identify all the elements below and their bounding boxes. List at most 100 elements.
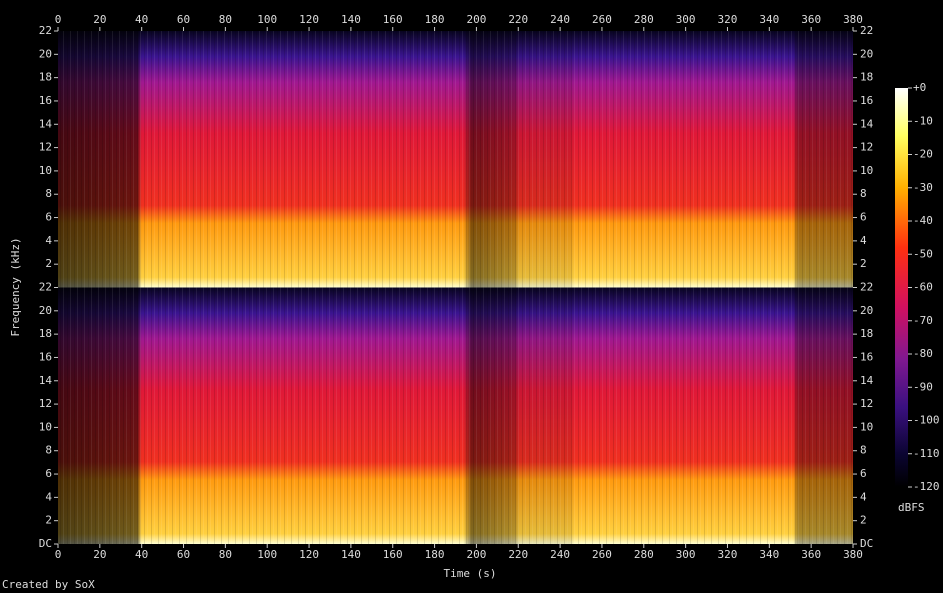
colorbar-tick-label: -60 bbox=[913, 281, 933, 294]
x-tick-label: 340 bbox=[759, 13, 779, 26]
x-tick-label: 240 bbox=[550, 13, 570, 26]
colorbar-tick-label: -100 bbox=[913, 414, 940, 427]
y-tick-label: 2 bbox=[45, 514, 52, 527]
x-tick-label: 300 bbox=[676, 548, 696, 561]
y-tick-label: 8 bbox=[860, 187, 867, 200]
x-tick-label: 40 bbox=[135, 13, 148, 26]
colorbar-label: dBFS bbox=[898, 501, 925, 514]
x-tick-label: 220 bbox=[508, 548, 528, 561]
colorbar-tick-label: +0 bbox=[913, 81, 926, 94]
y-tick-label: 16 bbox=[39, 350, 52, 363]
y-tick-label: 12 bbox=[860, 141, 873, 154]
x-tick-label: 360 bbox=[801, 548, 821, 561]
x-tick-label: 320 bbox=[718, 548, 738, 561]
y-tick-label: 14 bbox=[39, 374, 53, 387]
colorbar-tick-label: -30 bbox=[913, 181, 933, 194]
y-tick-label: 22 bbox=[860, 281, 873, 294]
x-tick-label: 160 bbox=[383, 548, 403, 561]
y-tick-label: 22 bbox=[39, 281, 52, 294]
colorbar-tick-label: -10 bbox=[913, 114, 933, 127]
x-tick-label: 80 bbox=[219, 548, 232, 561]
y-tick-label: 10 bbox=[39, 420, 52, 433]
x-tick-label: 140 bbox=[341, 13, 361, 26]
x-tick-label: 200 bbox=[466, 13, 486, 26]
x-tick-label: 260 bbox=[592, 548, 612, 561]
y-tick-label: 2 bbox=[860, 257, 867, 270]
x-tick-label: 220 bbox=[508, 13, 528, 26]
x-tick-label: 200 bbox=[466, 548, 486, 561]
y-tick-label: 18 bbox=[39, 327, 52, 340]
x-tick-label: 260 bbox=[592, 13, 612, 26]
x-tick-label: 20 bbox=[93, 548, 106, 561]
colorbar-tick-label: -80 bbox=[913, 347, 933, 360]
x-tick-label: 300 bbox=[676, 13, 696, 26]
x-axis-label: Time (s) bbox=[444, 567, 497, 580]
y-tick-label: 12 bbox=[39, 141, 52, 154]
y-tick-label: 14 bbox=[39, 117, 53, 130]
x-tick-label: 240 bbox=[550, 548, 570, 561]
y-tick-label: 4 bbox=[45, 490, 52, 503]
x-tick-label: 320 bbox=[718, 13, 738, 26]
y-tick-label: 18 bbox=[39, 71, 52, 84]
y-tick-label: 10 bbox=[860, 420, 873, 433]
x-tick-label: 140 bbox=[341, 548, 361, 561]
x-tick-label: 360 bbox=[801, 13, 821, 26]
colorbar-tick-label: -40 bbox=[913, 214, 933, 227]
y-tick-label: 6 bbox=[45, 211, 52, 224]
y-tick-label: 16 bbox=[860, 350, 873, 363]
y-tick-label: 2 bbox=[860, 514, 867, 527]
spectrogram-texture bbox=[58, 287, 853, 544]
y-tick-label: 12 bbox=[860, 397, 873, 410]
y-tick-label: 22 bbox=[39, 24, 52, 37]
x-tick-label: 380 bbox=[843, 13, 863, 26]
y-tick-label: 18 bbox=[860, 327, 873, 340]
y-tick-label: 16 bbox=[860, 94, 873, 107]
x-tick-label: 180 bbox=[425, 548, 445, 561]
x-tick-label: 280 bbox=[634, 548, 654, 561]
y-tick-label: 22 bbox=[860, 24, 873, 37]
y-tick-label: 20 bbox=[860, 47, 873, 60]
x-tick-label: 380 bbox=[843, 548, 863, 561]
y-tick-label: 10 bbox=[39, 164, 52, 177]
y-tick-label: 4 bbox=[45, 234, 52, 247]
y-tick-label: DC bbox=[860, 537, 873, 550]
y-tick-label: 18 bbox=[860, 71, 873, 84]
x-tick-label: 0 bbox=[55, 13, 62, 26]
x-tick-label: 100 bbox=[257, 13, 277, 26]
y-tick-label: 10 bbox=[860, 164, 873, 177]
y-tick-label: 20 bbox=[860, 304, 873, 317]
y-tick-label: 6 bbox=[860, 467, 867, 480]
y-tick-label: 8 bbox=[45, 187, 52, 200]
y-tick-label: 8 bbox=[45, 444, 52, 457]
x-tick-label: 120 bbox=[299, 548, 319, 561]
x-tick-label: 180 bbox=[425, 13, 445, 26]
y-tick-label: 4 bbox=[860, 490, 867, 503]
colorbar-tick-label: -90 bbox=[913, 380, 933, 393]
y-tick-label: 6 bbox=[45, 467, 52, 480]
y-tick-label: 14 bbox=[860, 117, 874, 130]
x-tick-label: 40 bbox=[135, 548, 148, 561]
y-tick-label: 20 bbox=[39, 304, 52, 317]
colorbar-tick-label: -50 bbox=[913, 247, 933, 260]
y-tick-label: 2 bbox=[45, 257, 52, 270]
x-tick-label: 60 bbox=[177, 13, 190, 26]
y-tick-label: 6 bbox=[860, 211, 867, 224]
footer: Created by SoX bbox=[2, 578, 95, 591]
colorbar bbox=[895, 88, 908, 487]
y-tick-label: 4 bbox=[860, 234, 867, 247]
y-axis-label: Frequency (kHz) bbox=[9, 237, 22, 336]
x-tick-label: 340 bbox=[759, 548, 779, 561]
y-tick-label: 12 bbox=[39, 397, 52, 410]
spectrogram-texture bbox=[58, 31, 853, 288]
x-tick-label: 60 bbox=[177, 548, 190, 561]
y-tick-label: 16 bbox=[39, 94, 52, 107]
y-tick-label: 8 bbox=[860, 444, 867, 457]
colorbar-tick-label: -20 bbox=[913, 148, 933, 161]
x-tick-label: 80 bbox=[219, 13, 232, 26]
x-tick-label: 280 bbox=[634, 13, 654, 26]
x-tick-label: 0 bbox=[55, 548, 62, 561]
colorbar-tick-label: -120 bbox=[913, 480, 940, 493]
x-tick-label: 20 bbox=[93, 13, 106, 26]
y-tick-label: 20 bbox=[39, 47, 52, 60]
